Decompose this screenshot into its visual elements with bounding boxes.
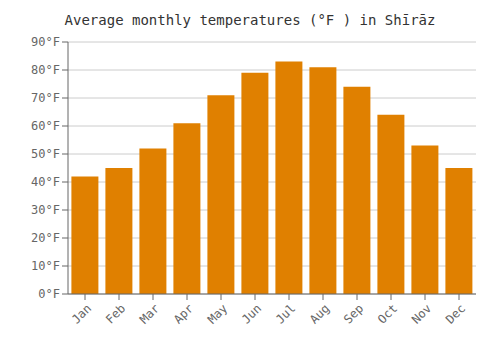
svg-text:May: May xyxy=(205,301,230,326)
svg-text:80°F: 80°F xyxy=(31,63,60,77)
svg-text:Feb: Feb xyxy=(103,301,128,326)
svg-text:Oct: Oct xyxy=(375,301,400,326)
svg-text:Mar: Mar xyxy=(137,301,162,326)
svg-text:Sep: Sep xyxy=(341,301,366,326)
svg-text:70°F: 70°F xyxy=(31,91,60,105)
svg-text:30°F: 30°F xyxy=(31,203,60,217)
html-text:Average monthly temperatures (: Average monthly temperatures (°F ) in Sh… xyxy=(64,12,436,28)
svg-text:Aug: Aug xyxy=(307,301,332,326)
svg-text:10°F: 10°F xyxy=(31,259,60,273)
svg-text:Jun: Jun xyxy=(239,301,264,326)
svg-text:90°F: 90°F xyxy=(31,35,60,49)
svg-text:50°F: 50°F xyxy=(31,147,60,161)
svg-text:Jan: Jan xyxy=(69,301,94,326)
svg-text:60°F: 60°F xyxy=(31,119,60,133)
svg-text:Apr: Apr xyxy=(171,301,196,326)
svg-text:Dec: Dec xyxy=(443,301,468,326)
svg-text:40°F: 40°F xyxy=(31,175,60,189)
svg-text:Nov: Nov xyxy=(409,301,434,326)
svg-text:0°F: 0°F xyxy=(38,287,60,301)
svg-text:Jul: Jul xyxy=(273,301,298,326)
svg-text:20°F: 20°F xyxy=(31,231,60,245)
